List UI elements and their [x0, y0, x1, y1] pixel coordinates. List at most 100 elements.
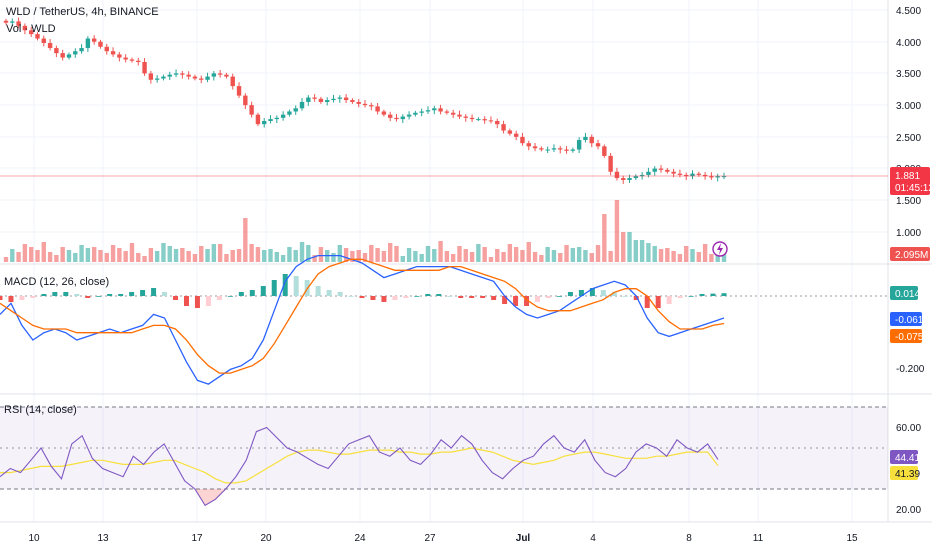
rsi-line [0, 426, 719, 507]
candle-body [419, 111, 424, 113]
candle-body [356, 101, 361, 104]
volume-bar [73, 253, 78, 262]
macd-histogram-bar [118, 294, 124, 296]
candle-body [154, 78, 160, 80]
macd-histogram-bar [524, 296, 530, 306]
price-tick: 4.000 [896, 38, 921, 49]
time-axis[interactable]: 10 13 17 20 24 27 Jul 4 8 11 15 [28, 533, 858, 544]
candle-body [520, 136, 525, 144]
candle-body [633, 176, 639, 179]
volume-bar [22, 244, 28, 262]
macd-histogram-bar [513, 296, 519, 306]
volume-bar [123, 251, 128, 262]
volume-bar [369, 245, 374, 262]
volume-bar [337, 245, 343, 262]
volume-bar [28, 247, 34, 262]
volume-label: Vol · WLD [6, 23, 56, 35]
candle-body [91, 38, 97, 42]
candle-body [658, 168, 664, 170]
candle-body [608, 155, 613, 172]
volume-bars [3, 200, 727, 262]
candle-body [381, 111, 387, 115]
volume-bar [589, 253, 594, 262]
price-tick: 3.500 [896, 69, 921, 80]
volume-bar [696, 252, 702, 262]
candle-body [161, 76, 166, 79]
macd-tick: -0.200 [896, 364, 925, 375]
macd-histogram-bar [74, 294, 80, 296]
macd-histogram-bar [129, 292, 135, 296]
candle-body [513, 133, 519, 137]
candle-body [463, 116, 468, 118]
macd-histogram-bar [63, 292, 69, 296]
candle-body [425, 110, 431, 112]
candle-body [507, 130, 513, 134]
macd-histogram-bar [8, 296, 14, 302]
volume-bar [318, 247, 324, 262]
volume-bar [375, 248, 380, 262]
candle-body [583, 136, 588, 141]
macd-histogram-bar [271, 280, 277, 296]
volume-bar [709, 254, 714, 262]
price-axis[interactable]: 4.500 4.000 3.500 3.000 2.500 2.000 1.50… [896, 6, 921, 239]
candle-body [394, 117, 399, 120]
candle-body [432, 108, 437, 111]
volume-bar [41, 242, 46, 262]
volume-bar [205, 249, 210, 262]
time-tick: 17 [191, 533, 203, 544]
volume-bar [331, 253, 336, 262]
volume-bar [488, 257, 494, 262]
lightning-icon[interactable] [712, 241, 728, 257]
volume-bar [583, 250, 588, 262]
macd-line-badge: -0.061 [890, 312, 924, 326]
candle-body [375, 106, 380, 112]
volume-bar [419, 254, 424, 262]
macd-histogram-bar [140, 290, 146, 296]
macd-histogram-bar [30, 296, 36, 298]
macd-histogram-bar [0, 296, 3, 300]
volume-bar [60, 247, 65, 262]
candle-body [280, 114, 286, 118]
macd-histogram-bar [162, 292, 168, 296]
macd-histogram-bar [677, 296, 683, 298]
candle-body [671, 171, 676, 174]
candle-body [564, 149, 569, 151]
volume-bar [614, 200, 620, 262]
macd-histogram-bar [480, 296, 486, 298]
macd-histogram-bar [249, 290, 255, 296]
candle-body [192, 76, 198, 79]
candle-body [35, 34, 40, 39]
macd-histogram-bar [293, 276, 299, 296]
candle-body [262, 121, 267, 125]
volume-bar [154, 251, 160, 262]
candle-body [3, 20, 9, 23]
volume-bar [513, 247, 519, 262]
macd-histogram-bar [216, 296, 222, 300]
macd-histogram-bar [633, 296, 639, 300]
candle-body [199, 78, 204, 80]
volume-bar [136, 253, 141, 262]
volume-bar [280, 255, 286, 262]
macd-histogram-bar [710, 293, 716, 296]
volume-bar [684, 246, 689, 262]
candle-body [665, 169, 670, 172]
macd-histogram-bar [491, 296, 497, 300]
candle-body [570, 149, 576, 151]
volume-bar [476, 244, 481, 262]
macd-histogram-bar [414, 296, 420, 297]
volume-bar [79, 245, 84, 262]
volume-bar [432, 249, 437, 262]
macd-histogram-bar [392, 296, 398, 300]
macd-histogram-bar [556, 296, 562, 297]
macd-histogram [0, 274, 727, 308]
candle-body [526, 143, 531, 147]
candle-body [469, 117, 475, 120]
macd-histogram-bar [666, 296, 672, 304]
candle-body [444, 111, 450, 113]
price-tick: 1.000 [896, 228, 921, 239]
candle-body [293, 108, 298, 112]
last-price-badge: 1.881 01:45:12 [890, 167, 932, 195]
signal-line [0, 258, 725, 374]
macd-histogram-bar [721, 293, 727, 296]
